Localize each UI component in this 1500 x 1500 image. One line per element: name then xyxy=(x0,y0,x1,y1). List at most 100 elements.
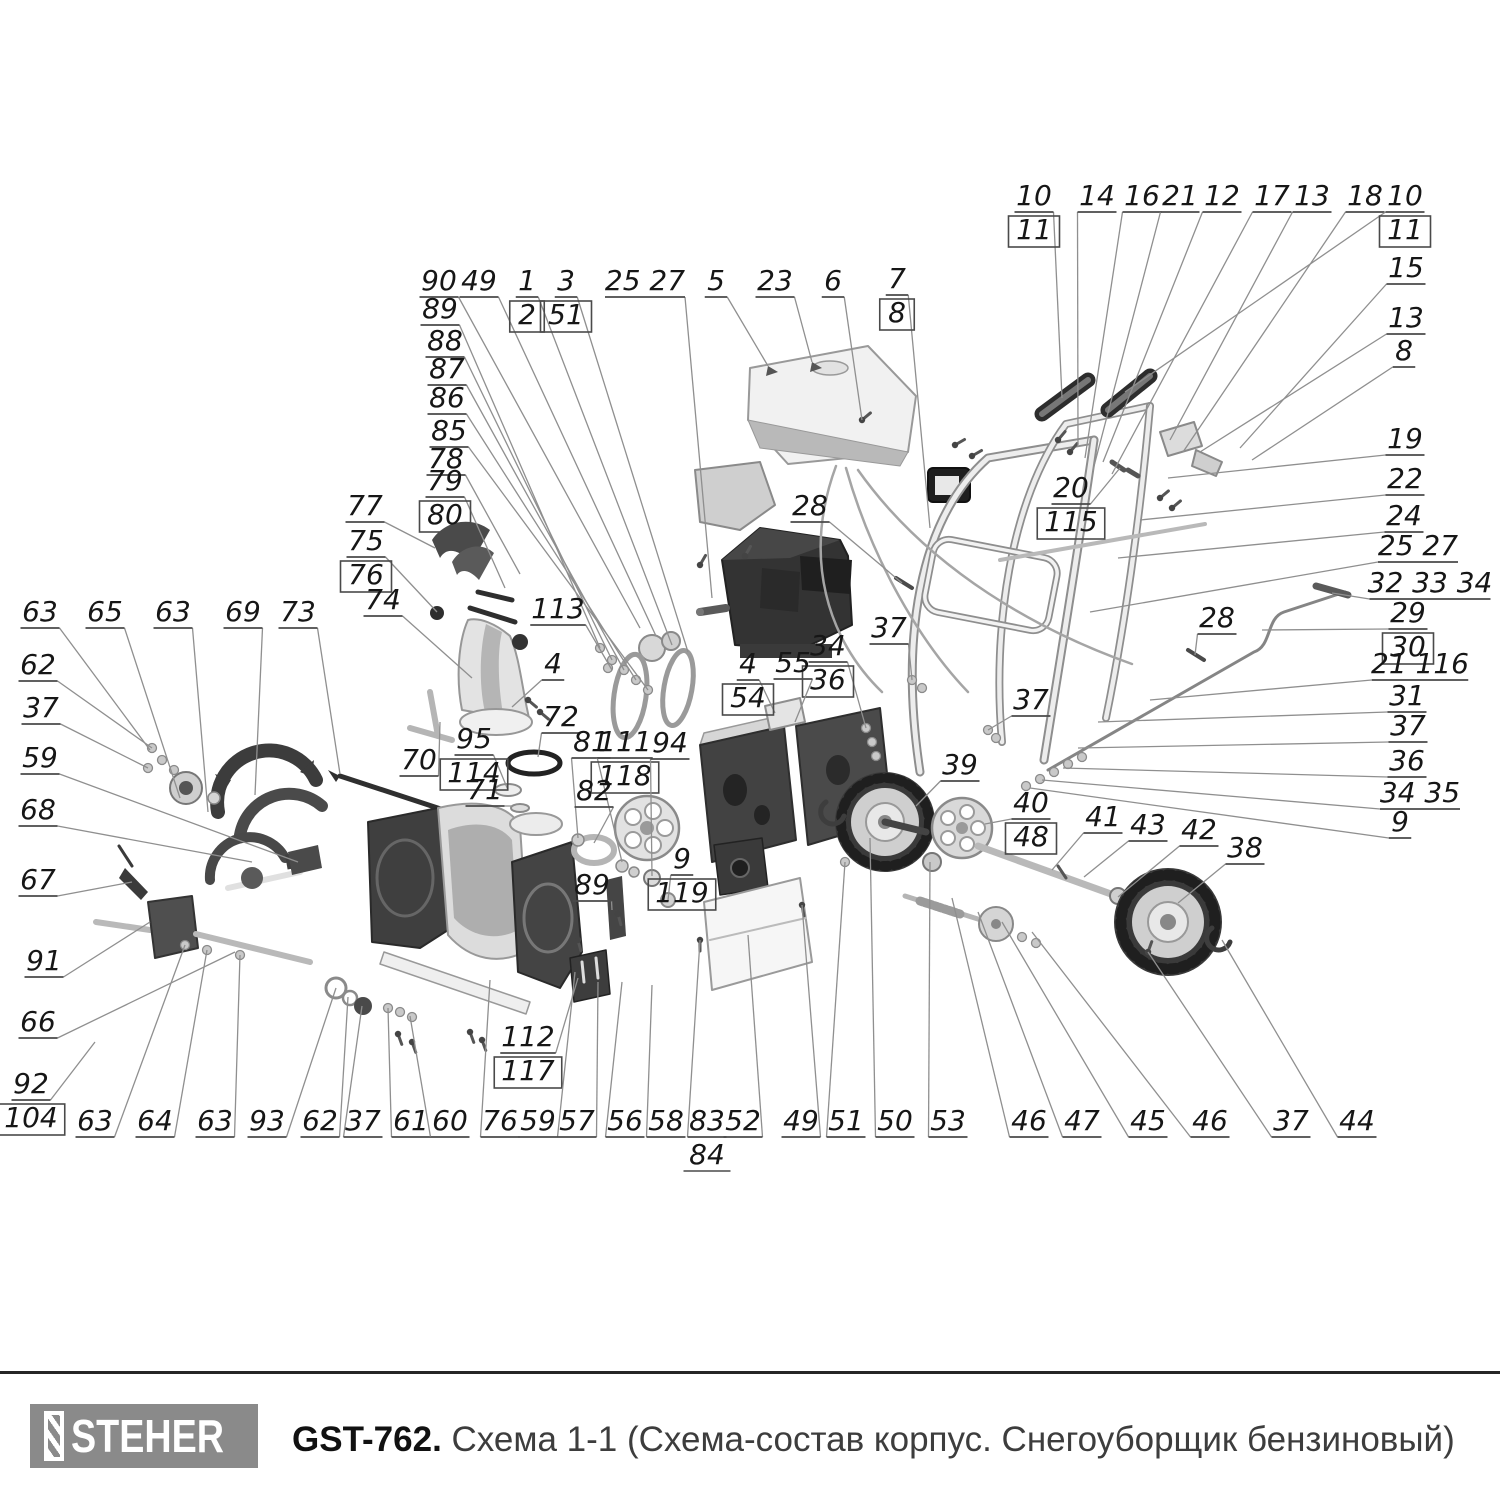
callout-43: 43 xyxy=(1083,808,1168,878)
svg-text:38: 38 xyxy=(1227,831,1263,864)
svg-text:47: 47 xyxy=(1064,1104,1100,1137)
brand-logo-icon xyxy=(44,1411,65,1461)
callout-63: 63 xyxy=(195,954,241,1138)
svg-text:13: 13 xyxy=(1388,301,1424,334)
svg-text:75: 75 xyxy=(348,524,384,557)
callout-7-8: 78 xyxy=(878,262,931,529)
callout-37: 37 xyxy=(342,1005,383,1138)
callout-67: 67 xyxy=(18,863,133,897)
svg-text:114: 114 xyxy=(447,756,500,789)
svg-text:117: 117 xyxy=(501,1054,555,1087)
svg-text:37: 37 xyxy=(1273,1104,1309,1137)
svg-text:32 33 34: 32 33 34 xyxy=(1368,566,1493,599)
callout-85: 85 xyxy=(429,414,649,691)
callout-25-27: 25 27 xyxy=(1089,529,1458,613)
svg-text:44: 44 xyxy=(1339,1104,1375,1137)
svg-text:87: 87 xyxy=(429,352,465,385)
svg-text:42: 42 xyxy=(1181,813,1217,846)
callout-61: 61 xyxy=(387,1007,431,1138)
auger-housing xyxy=(367,802,583,1015)
svg-text:34 35: 34 35 xyxy=(1380,776,1460,809)
svg-text:76: 76 xyxy=(348,558,384,591)
drive-sprocket xyxy=(922,796,994,872)
svg-text:1: 1 xyxy=(518,264,536,297)
callout-45: 45 xyxy=(1001,921,1168,1138)
svg-text:8: 8 xyxy=(1395,334,1413,367)
washer-icon xyxy=(866,736,878,748)
callout-4: 4 xyxy=(511,647,565,708)
callout-73: 73 xyxy=(278,595,341,775)
svg-text:5: 5 xyxy=(707,264,725,297)
fuel-tank xyxy=(747,345,917,467)
svg-text:115: 115 xyxy=(1044,505,1097,538)
svg-text:59: 59 xyxy=(22,741,58,774)
air-filter-cover xyxy=(694,461,776,531)
callout-52: 52 xyxy=(723,934,764,1138)
callout-47: 47 xyxy=(977,911,1102,1138)
svg-text:37: 37 xyxy=(1390,709,1426,742)
svg-text:51: 51 xyxy=(828,1104,864,1137)
washer-icon xyxy=(1076,751,1088,763)
svg-text:70: 70 xyxy=(401,743,437,776)
svg-text:62: 62 xyxy=(302,1104,338,1137)
svg-text:118: 118 xyxy=(598,759,651,792)
svg-text:8: 8 xyxy=(888,296,906,329)
callout-37: 37 xyxy=(869,611,913,681)
bolt-icon xyxy=(394,1030,404,1046)
callout-64: 64 xyxy=(135,949,208,1138)
skid-plate xyxy=(569,949,611,1003)
svg-text:23: 23 xyxy=(757,264,793,297)
svg-text:84: 84 xyxy=(689,1138,725,1171)
svg-text:53: 53 xyxy=(930,1104,966,1137)
engine xyxy=(696,527,853,658)
callout-78: 78 xyxy=(426,442,521,575)
callout-62: 62 xyxy=(18,648,153,749)
callout-76: 76 xyxy=(479,979,520,1138)
callout-22: 22 xyxy=(1139,462,1425,521)
svg-text:9: 9 xyxy=(673,842,691,875)
callout-71: 71 xyxy=(465,773,512,807)
washer-icon xyxy=(1030,937,1042,949)
callout-1-2: 12 xyxy=(508,264,673,646)
svg-text:4: 4 xyxy=(544,647,562,680)
callout-37: 37 xyxy=(21,691,149,769)
washer-icon xyxy=(1020,780,1032,792)
callout-41: 41 xyxy=(1051,800,1123,871)
grip-brackets xyxy=(1159,421,1223,477)
svg-text:112: 112 xyxy=(501,1020,554,1053)
svg-text:63: 63 xyxy=(22,595,58,628)
svg-text:54: 54 xyxy=(730,681,766,714)
svg-text:61: 61 xyxy=(393,1104,429,1137)
washer-icon xyxy=(1062,758,1074,770)
callout-46: 46 xyxy=(951,897,1049,1138)
callout-63: 63 xyxy=(75,944,186,1138)
svg-text:20: 20 xyxy=(1053,471,1089,504)
callout-39: 39 xyxy=(915,748,980,807)
callout-31: 31 xyxy=(1097,679,1427,723)
callout-12: 12 xyxy=(1102,179,1242,463)
auger-hub xyxy=(169,771,221,805)
brand-logo-text: STEHER xyxy=(71,1410,225,1462)
washer-icon xyxy=(870,750,882,762)
svg-text:60: 60 xyxy=(432,1104,468,1137)
shear-lever xyxy=(117,844,148,900)
callout-5: 5 xyxy=(704,264,769,367)
bolt-icon xyxy=(478,1036,488,1052)
svg-text:46: 46 xyxy=(1011,1104,1047,1137)
callout-53: 53 xyxy=(927,861,968,1138)
svg-text:55: 55 xyxy=(775,646,811,679)
handle-grips xyxy=(1034,368,1158,422)
svg-text:111: 111 xyxy=(598,725,651,758)
callout-15: 15 xyxy=(1239,251,1426,449)
discharge-chute xyxy=(457,618,533,736)
washer-icon xyxy=(1034,773,1046,785)
svg-text:30: 30 xyxy=(1390,630,1426,663)
schema-subtitle: Схема 1-1 (Схема-состав корпус. Снегоубо… xyxy=(451,1420,1455,1459)
callout-88: 88 xyxy=(425,324,613,661)
